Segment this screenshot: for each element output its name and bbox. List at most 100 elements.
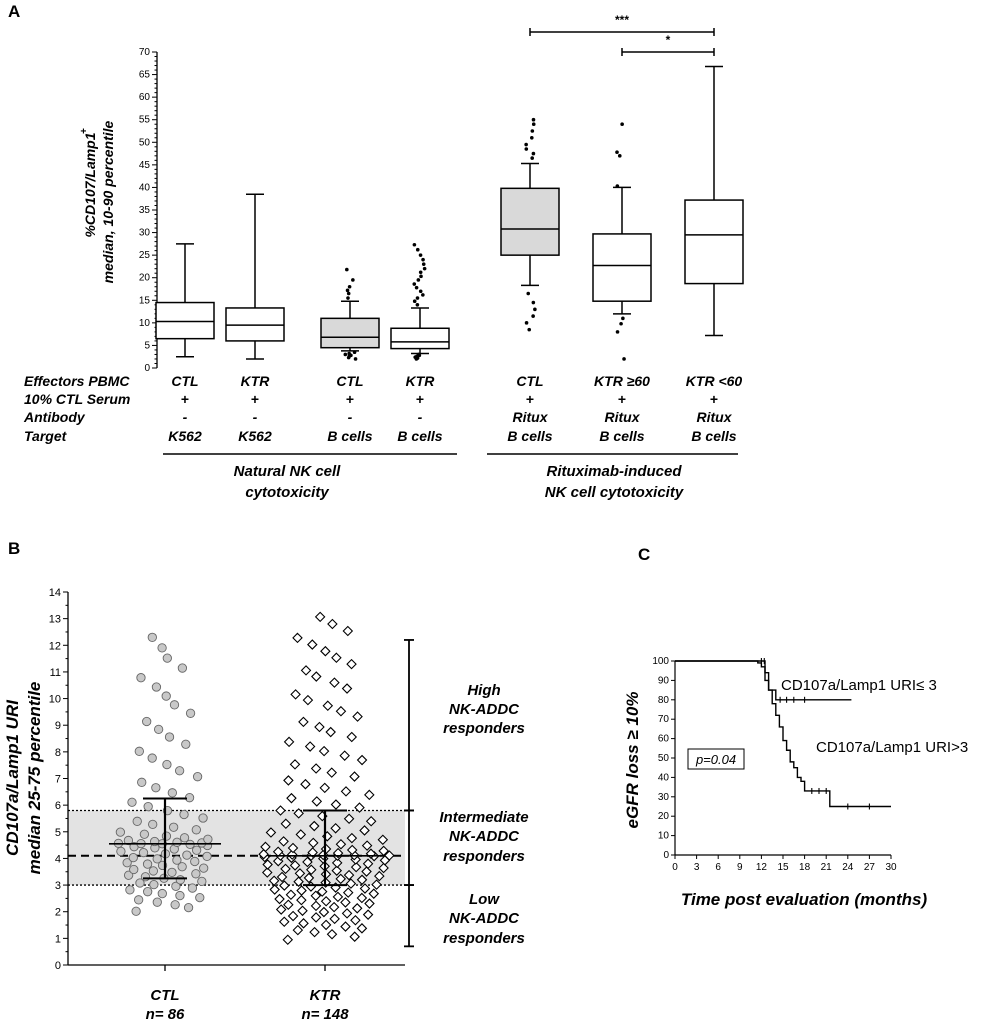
b-data-point bbox=[325, 726, 336, 738]
a-y-tick-label: 20 bbox=[139, 273, 151, 284]
c-x-tick-label: 30 bbox=[885, 862, 897, 873]
a-row-label-target: Target bbox=[24, 428, 68, 444]
b-group-label-ctl: CTL bbox=[150, 987, 179, 1004]
a-outlier-point bbox=[621, 316, 625, 321]
a-group-label-natural-2: cytotoxicity bbox=[245, 484, 329, 501]
b-data-point bbox=[275, 904, 287, 915]
b-y-tick-label: 6 bbox=[55, 800, 61, 812]
c-x-tick-label: 21 bbox=[821, 862, 833, 873]
b-data-point bbox=[167, 788, 177, 798]
a-row-label-serum: 10% CTL Serum bbox=[24, 391, 130, 407]
b-data-point bbox=[152, 854, 162, 864]
b-data-point bbox=[275, 805, 286, 816]
b-data-point bbox=[352, 711, 363, 722]
b-data-point bbox=[177, 663, 188, 673]
a-y-tick-label: 25 bbox=[139, 250, 151, 261]
b-data-point bbox=[346, 844, 358, 856]
a-group-label-ritux-1: Rituximab-induced bbox=[546, 463, 682, 480]
c-y-tick-label: 0 bbox=[663, 850, 669, 861]
a-outlier-point bbox=[416, 278, 421, 282]
a-outlier-point bbox=[347, 284, 352, 289]
c-y-tick-label: 70 bbox=[658, 714, 670, 725]
b-data-point bbox=[361, 840, 373, 851]
a-outlier-point bbox=[620, 122, 624, 127]
a-y-tick-label: 65 bbox=[139, 70, 151, 81]
a-effector-label: KTR bbox=[241, 373, 271, 389]
b-data-point bbox=[153, 724, 164, 735]
b-data-point bbox=[364, 898, 375, 909]
b-data-point bbox=[143, 887, 153, 897]
b-data-point bbox=[134, 895, 144, 905]
b-data-point bbox=[175, 890, 185, 901]
b-data-point bbox=[296, 885, 307, 896]
b-data-point bbox=[340, 921, 351, 932]
b-data-point bbox=[181, 739, 191, 749]
b-data-point bbox=[138, 847, 149, 858]
b-data-point bbox=[283, 899, 294, 911]
a-outlier-point bbox=[419, 274, 423, 279]
b-y-tick-label: 13 bbox=[49, 614, 61, 626]
b-y-tick-label: 9 bbox=[55, 720, 61, 732]
b-data-point bbox=[310, 890, 322, 902]
b-data-point bbox=[340, 786, 352, 797]
c-x-tick-label: 3 bbox=[694, 862, 700, 873]
b-data-point bbox=[384, 850, 395, 861]
b-resp-high-3: responders bbox=[443, 720, 525, 737]
b-data-point bbox=[295, 829, 307, 840]
a-y-tick-label: 70 bbox=[139, 47, 151, 58]
b-data-point bbox=[316, 886, 328, 897]
b-data-point bbox=[356, 923, 368, 934]
b-data-point bbox=[320, 919, 332, 931]
a-antibody-label: Ritux bbox=[513, 409, 549, 425]
b-data-point bbox=[335, 839, 347, 850]
b-data-point bbox=[192, 772, 203, 782]
b-y-tick-label: 14 bbox=[49, 587, 61, 599]
b-data-point bbox=[265, 827, 277, 838]
b-y-tick-label: 4 bbox=[55, 853, 61, 865]
b-data-point bbox=[310, 912, 322, 923]
a-target-label: B cells bbox=[691, 428, 736, 444]
a-row-label-antibody: Antibody bbox=[23, 409, 86, 425]
b-resp-mid-3: responders bbox=[443, 848, 525, 865]
b-y-tick-label: 2 bbox=[55, 907, 61, 919]
a-serum-label: + bbox=[416, 391, 424, 407]
b-data-point bbox=[303, 872, 315, 884]
b-data-point bbox=[310, 900, 322, 912]
b-data-point bbox=[286, 849, 298, 860]
a-antibody-label: - bbox=[253, 409, 258, 425]
b-resp-mid-1: Intermediate bbox=[439, 809, 528, 826]
a-box bbox=[390, 327, 450, 350]
b-data-point bbox=[151, 783, 161, 793]
panel-label-c: C bbox=[638, 545, 650, 564]
b-data-point bbox=[335, 705, 347, 717]
a-outlier-point bbox=[346, 291, 351, 296]
a-antibody-label: - bbox=[418, 409, 423, 425]
a-significance-label: *** bbox=[615, 13, 629, 27]
b-data-point bbox=[350, 861, 362, 873]
a-outlier-point bbox=[524, 147, 529, 151]
a-ylabel-line1: %CD107/Lamp1 bbox=[82, 132, 98, 237]
b-data-point bbox=[293, 876, 304, 887]
b-data-point bbox=[172, 855, 182, 865]
a-outlier-point bbox=[415, 247, 420, 252]
a-outlier-point bbox=[418, 253, 423, 257]
b-data-point bbox=[339, 750, 350, 761]
b-data-point bbox=[341, 683, 353, 694]
a-outlier-point bbox=[531, 117, 536, 122]
b-data-point bbox=[177, 862, 187, 872]
a-outlier-point bbox=[422, 266, 427, 271]
b-data-point bbox=[296, 894, 307, 906]
c-y-tick-label: 80 bbox=[658, 695, 670, 706]
a-box-group-ctl-k562 bbox=[155, 243, 215, 358]
a-target-label: K562 bbox=[168, 428, 202, 444]
a-effector-label: KTR <60 bbox=[686, 373, 743, 389]
a-target-label: B cells bbox=[507, 428, 552, 444]
b-data-point bbox=[302, 694, 314, 706]
c-km-curve-high bbox=[675, 660, 891, 808]
b-data-point bbox=[340, 897, 351, 908]
a-outlier-point bbox=[527, 327, 532, 332]
c-ylabel: eGFR loss ≥ 10% bbox=[623, 692, 642, 829]
b-data-point bbox=[329, 677, 340, 688]
b-data-point bbox=[335, 873, 347, 885]
b-data-point bbox=[356, 892, 368, 904]
